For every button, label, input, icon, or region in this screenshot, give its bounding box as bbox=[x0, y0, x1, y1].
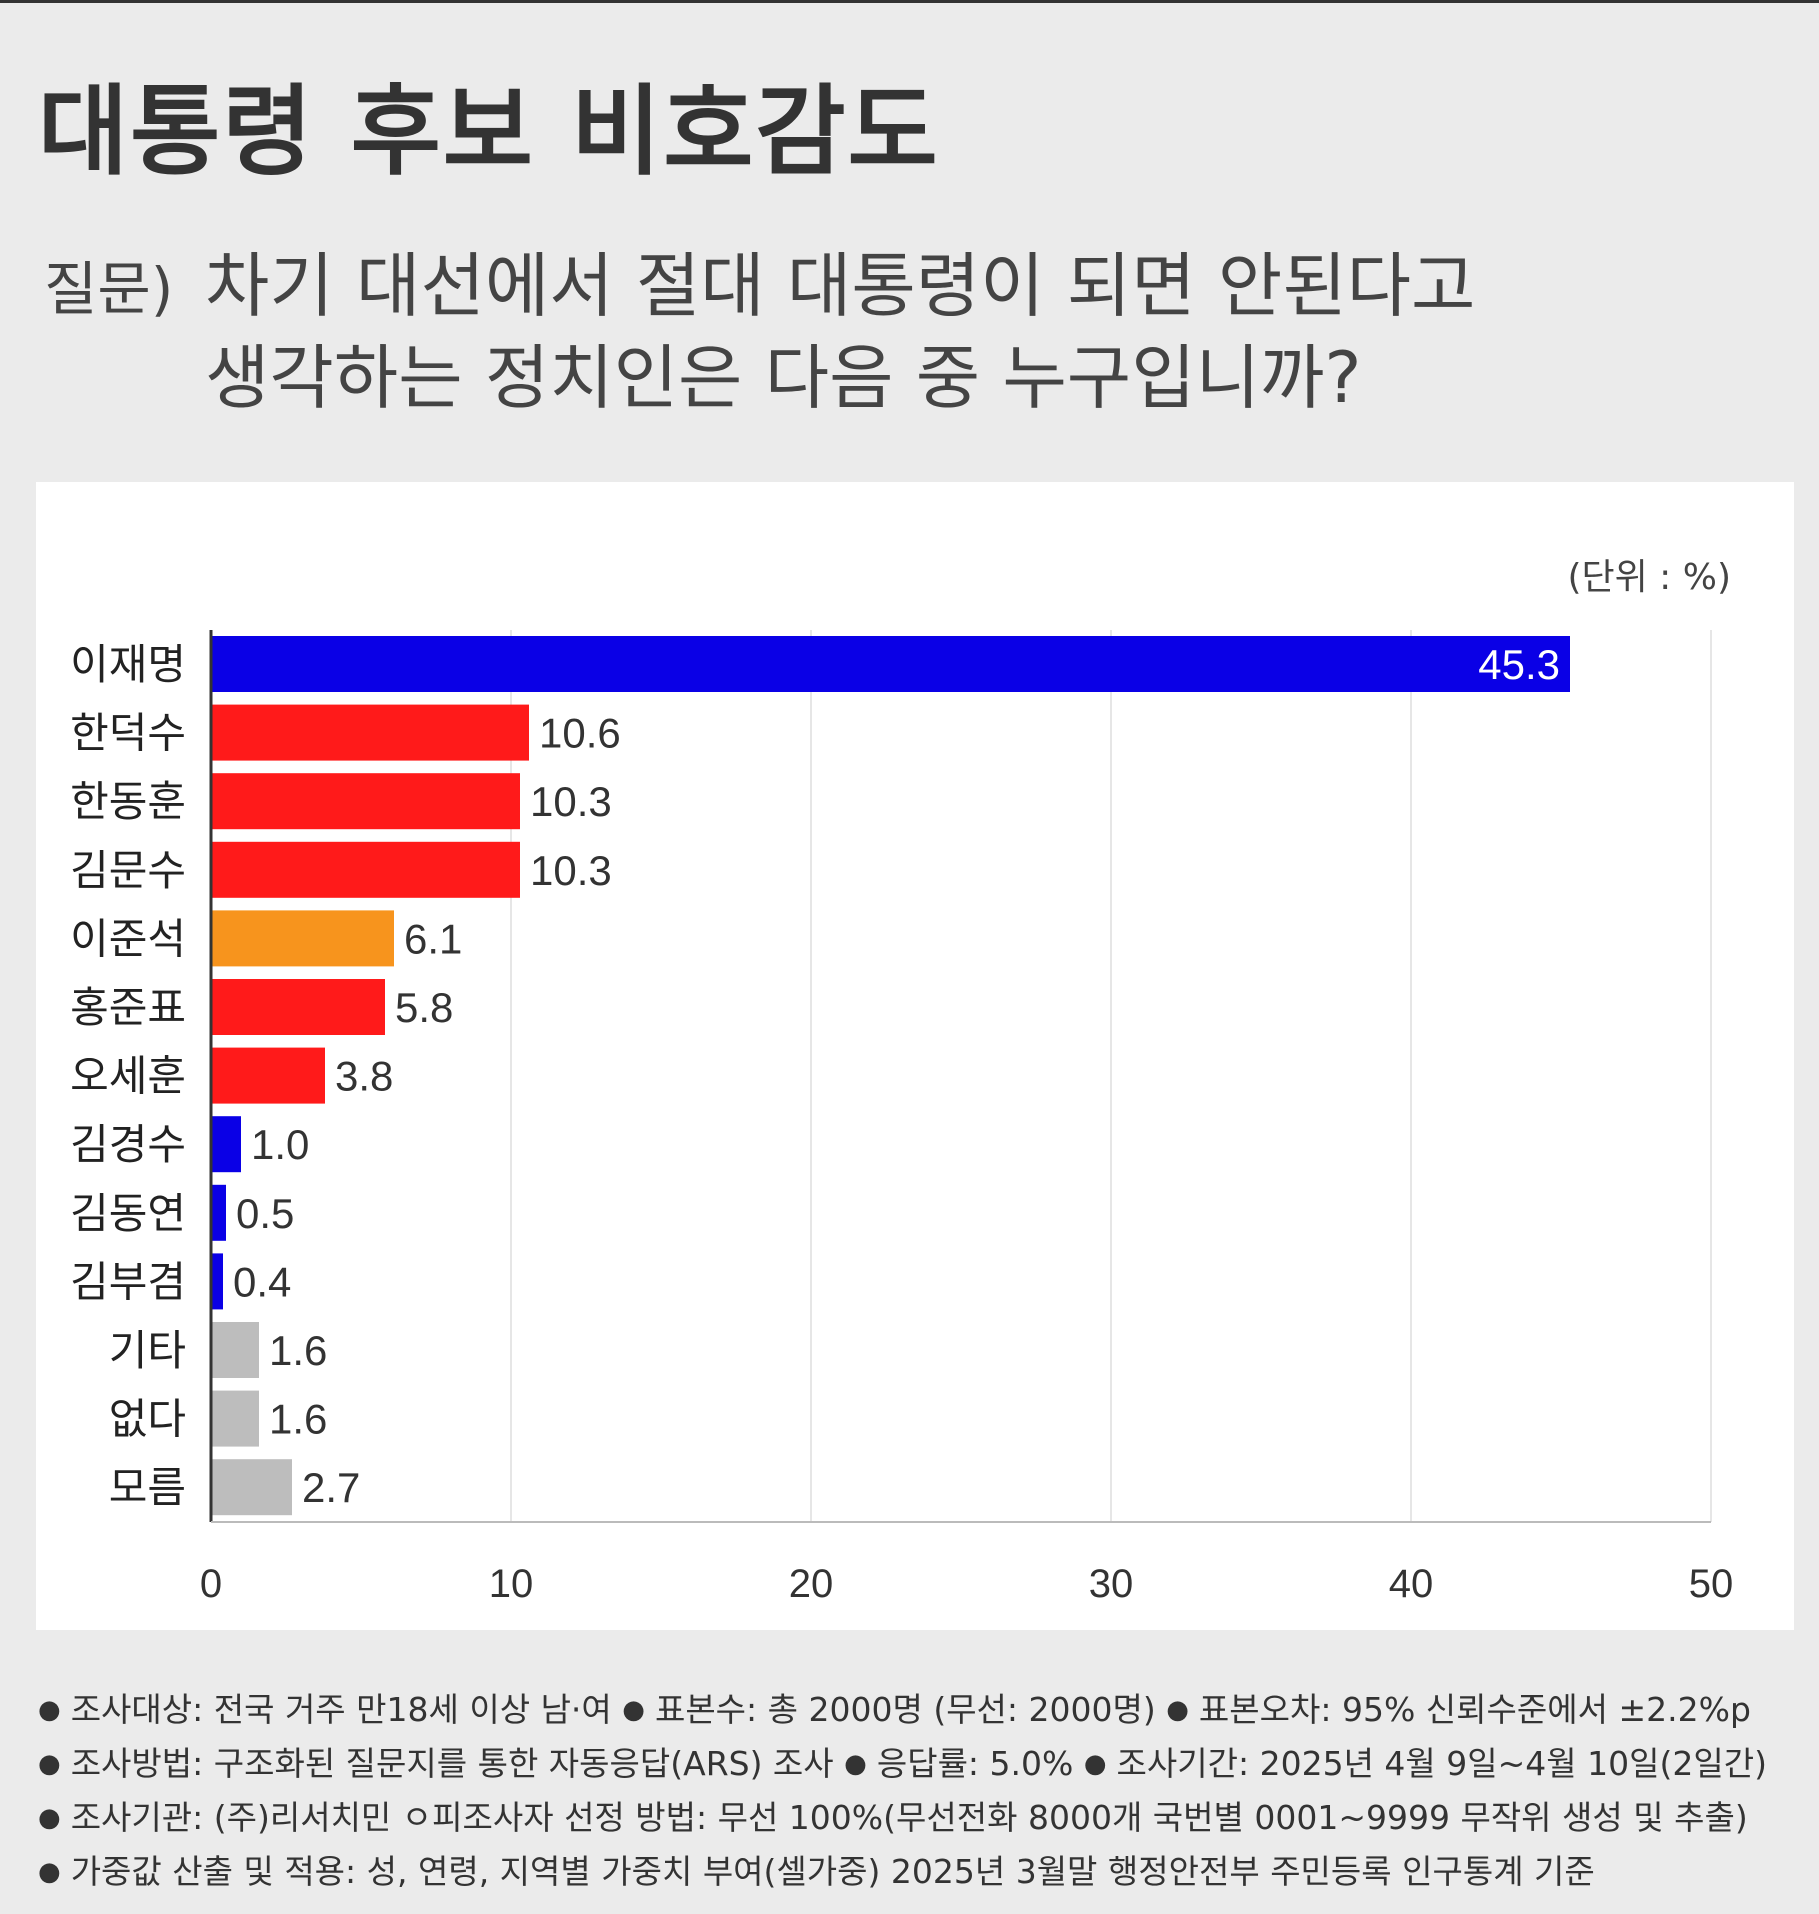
x-tick-label: 0 bbox=[200, 1562, 222, 1606]
question-line-2: 생각하는 정치인은 다음 중 누구입니까? bbox=[205, 337, 1362, 419]
bullet-icon: ● bbox=[38, 1803, 61, 1833]
value-label: 5.8 bbox=[395, 984, 453, 1031]
category-label: 없다 bbox=[109, 1396, 186, 1443]
footnote-item: 조사기간: 2025년 4월 9일~4월 10일(2일간) bbox=[1116, 1744, 1767, 1783]
category-label: 한동훈 bbox=[70, 778, 186, 825]
x-tick-label: 10 bbox=[489, 1562, 534, 1606]
value-label: 1.6 bbox=[269, 1396, 327, 1443]
bar bbox=[211, 1322, 259, 1378]
category-label: 기타 bbox=[109, 1327, 186, 1374]
value-label: 6.1 bbox=[404, 915, 462, 962]
category-label: 김경수 bbox=[70, 1121, 186, 1168]
x-tick-label: 50 bbox=[1689, 1562, 1734, 1606]
bar bbox=[211, 1116, 241, 1173]
bullet-icon: ● bbox=[38, 1695, 61, 1725]
question-line-1: 차기 대선에서 절대 대통령이 되면 안된다고 bbox=[205, 245, 1476, 327]
footnote-line: ● 조사대상: 전국 거주 만18세 이상 남·여 ● 표본수: 총 2000명 (… bbox=[38, 1683, 1798, 1737]
category-label: 한덕수 bbox=[70, 710, 186, 757]
bar bbox=[211, 704, 529, 761]
footnote-item: 조사방법: 구조화된 질문지를 통한 자동응답(ARS) 조사 bbox=[70, 1744, 845, 1783]
bar bbox=[211, 1253, 223, 1310]
question-label: 질문) bbox=[44, 255, 174, 323]
category-label: 모름 bbox=[109, 1464, 186, 1511]
footnote-item: 조사대상: 전국 거주 만18세 이상 남·여 bbox=[70, 1690, 623, 1729]
footnote-line: ● 조사방법: 구조화된 질문지를 통한 자동응답(ARS) 조사 ● 응답률: 5… bbox=[38, 1737, 1798, 1791]
page-title: 대통령 후보 비호감도 bbox=[38, 75, 940, 189]
x-tick-label: 20 bbox=[789, 1562, 834, 1606]
bar bbox=[211, 1390, 259, 1447]
category-label: 이준석 bbox=[70, 915, 186, 962]
value-label: 0.5 bbox=[236, 1190, 294, 1237]
value-label: 0.4 bbox=[233, 1258, 291, 1305]
category-label: 김부겸 bbox=[70, 1258, 186, 1305]
category-label: 김동연 bbox=[70, 1190, 186, 1237]
bar bbox=[211, 1047, 325, 1104]
bar bbox=[211, 1184, 226, 1241]
footnote-item: 응답률: 5.0% bbox=[876, 1744, 1084, 1783]
footnote-item: 표본오차: 95% 신뢰수준에서 ±2.2%p bbox=[1198, 1690, 1751, 1729]
category-label: 오세훈 bbox=[70, 1053, 186, 1100]
category-label: 홍준표 bbox=[70, 984, 186, 1031]
bullet-icon: ● bbox=[38, 1749, 61, 1779]
bar bbox=[211, 1459, 292, 1516]
footnotes: ● 조사대상: 전국 거주 만18세 이상 남·여 ● 표본수: 총 2000명 (… bbox=[38, 1683, 1798, 1899]
bullet-icon: ● bbox=[1083, 1749, 1107, 1779]
category-label: 김문수 bbox=[70, 847, 186, 894]
bullet-icon: ● bbox=[622, 1695, 645, 1725]
bar bbox=[211, 636, 1570, 692]
bullet-icon: ● bbox=[844, 1749, 867, 1779]
footnote-item: 가중값 산출 및 적용: 성, 연령, 지역별 가중치 부여(셀가중) 2025… bbox=[70, 1852, 1595, 1891]
bar bbox=[211, 979, 385, 1035]
value-label: 3.8 bbox=[335, 1053, 393, 1100]
value-label: 1.0 bbox=[251, 1121, 309, 1168]
bullet-icon: ● bbox=[38, 1857, 61, 1887]
value-label: 10.6 bbox=[539, 710, 621, 757]
footnote-item: 표본수: 총 2000명 (무선: 2000명) bbox=[654, 1690, 1167, 1729]
bar bbox=[211, 841, 520, 898]
value-label: 2.7 bbox=[302, 1464, 360, 1511]
value-label: 10.3 bbox=[530, 847, 612, 894]
x-tick-label: 40 bbox=[1389, 1562, 1434, 1606]
bar bbox=[211, 910, 394, 967]
bar bbox=[211, 773, 520, 830]
footnote-line: ● 가중값 산출 및 적용: 성, 연령, 지역별 가중치 부여(셀가중) 202… bbox=[38, 1845, 1798, 1899]
value-label: 10.3 bbox=[530, 778, 612, 825]
footnote-item: 조사기관: (주)리서치민 ㅇ피조사자 선정 방법: 무선 100%(무선전화 … bbox=[70, 1798, 1748, 1837]
value-label: 45.3 bbox=[1478, 641, 1560, 688]
x-tick-label: 30 bbox=[1089, 1562, 1134, 1606]
value-label: 1.6 bbox=[269, 1327, 327, 1374]
category-label: 이재명 bbox=[70, 641, 186, 688]
footnote-line: ● 조사기관: (주)리서치민 ㅇ피조사자 선정 방법: 무선 100%(무선전화… bbox=[38, 1791, 1798, 1845]
unit-label: (단위 : %) bbox=[1567, 557, 1731, 598]
bullet-icon: ● bbox=[1166, 1695, 1189, 1725]
top-rule bbox=[0, 0, 1819, 3]
